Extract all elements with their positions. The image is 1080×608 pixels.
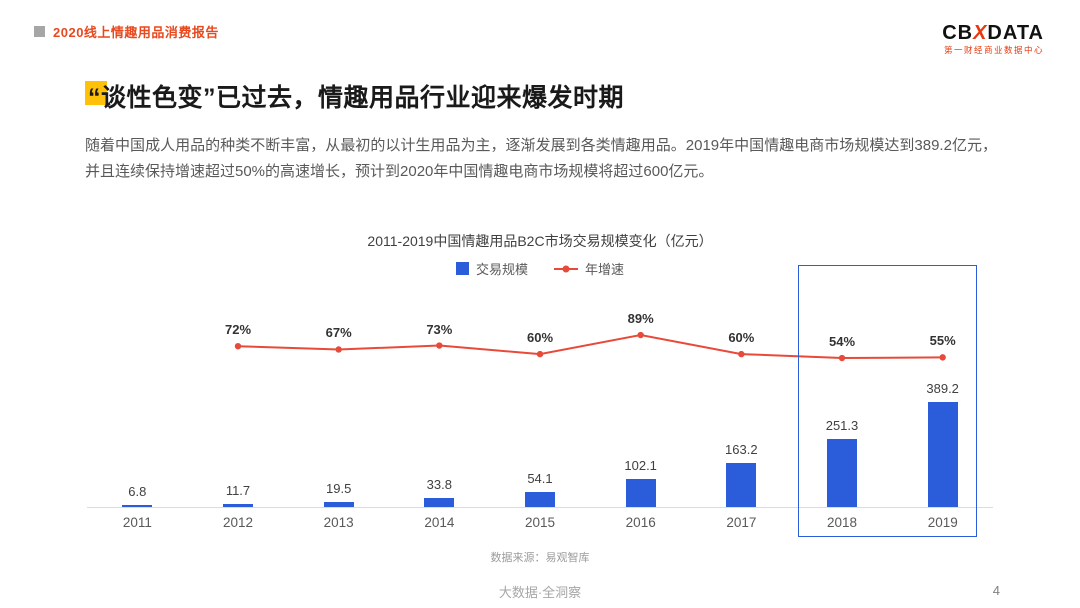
logo-suffix: DATA xyxy=(987,22,1044,44)
bar-2019 xyxy=(927,402,958,507)
x-axis-label: 2011 xyxy=(122,515,152,530)
data-source-note: 数据来源：易观智库 xyxy=(490,552,590,564)
bar-2018 xyxy=(826,439,857,507)
legend-label-bars: 交易规模 xyxy=(475,262,528,277)
line-series-swatch-icon xyxy=(554,265,578,272)
x-axis-label: 2017 xyxy=(726,515,757,530)
bar-value-label: 11.7 xyxy=(225,482,251,498)
page-number: 4 xyxy=(992,583,1000,598)
line-marker-icon xyxy=(562,265,570,272)
chart-area: 6.8 11.7 19.5 33.8 54.1 102.1 163.2 251.3 389.2 7… xyxy=(87,265,993,537)
bar-value-label: 54.1 xyxy=(527,471,553,487)
footer-slogan: 大数据·全洞察 xyxy=(498,585,582,600)
growth-rate-label: 89% xyxy=(627,311,654,327)
bar-value-label: 6.8 xyxy=(128,484,147,500)
bar-slot-2016: 102.1 xyxy=(590,272,691,507)
bullet-square-icon xyxy=(34,26,45,37)
report-title: 2020线上情趣用品消费报告 xyxy=(53,25,219,40)
bar-slot-2011: 6.8 xyxy=(87,272,188,507)
x-axis-label: 2012 xyxy=(222,515,254,530)
x-axis-label: 2015 xyxy=(525,515,556,530)
growth-rate-label: 55% xyxy=(929,333,956,349)
bar-slot-2013: 19.5 xyxy=(288,272,389,507)
bar-slot-2017: 163.2 xyxy=(691,272,792,507)
bar-value-label: 163.2 xyxy=(725,441,758,457)
bar-slot-2015: 54.1 xyxy=(490,272,591,507)
chart-title: 2011-2019中国情趣用品B2C市场交易规模变化（亿元） xyxy=(367,233,713,249)
report-tag: 2020线上情趣用品消费报告 xyxy=(34,22,219,41)
bar-2017 xyxy=(726,462,757,507)
logo-x-mark-icon: X xyxy=(973,22,988,44)
legend-item-bars: 交易规模 xyxy=(455,259,528,278)
logo-subtitle: 第一财经商业数据中心 xyxy=(943,45,1044,55)
title-accent-square xyxy=(85,81,107,105)
bar-2013 xyxy=(323,501,354,507)
cbndata-logo: CBXDATA 第一财经商业数据中心 xyxy=(942,22,1044,55)
growth-rate-label: 54% xyxy=(828,334,856,350)
growth-rate-label: 60% xyxy=(526,330,554,346)
x-axis-label: 2016 xyxy=(625,515,656,530)
bar-series-swatch-icon xyxy=(455,262,469,275)
bar-2016 xyxy=(625,479,656,507)
growth-rate-label: 73% xyxy=(426,321,453,337)
logo-wordmark: CBXDATA xyxy=(942,22,1044,44)
bar-2014 xyxy=(424,497,455,507)
page-title: “谈性色变”已过去，情趣用品行业迎来爆发时期 xyxy=(88,84,625,112)
growth-rate-label: 60% xyxy=(728,330,755,346)
growth-line-svg xyxy=(234,331,946,362)
x-axis-label: 2019 xyxy=(927,515,958,530)
bar-2011 xyxy=(122,505,153,507)
growth-rate-label: 72% xyxy=(224,322,252,338)
x-axis: 2011 2012 2013 2014 2015 2016 2017 2018 2019 xyxy=(87,515,993,530)
chart-plot: 6.8 11.7 19.5 33.8 54.1 102.1 163.2 251.3 389.2 7… xyxy=(87,272,993,508)
bar-value-label: 33.8 xyxy=(426,476,452,492)
x-axis-label: 2013 xyxy=(323,515,354,530)
x-axis-label: 2018 xyxy=(827,515,858,530)
growth-rate-label: 67% xyxy=(325,325,352,341)
legend-item-line: 年增速 xyxy=(554,259,624,278)
bar-slot-2012: 11.7 xyxy=(188,272,289,507)
bar-2012 xyxy=(222,503,253,507)
body-paragraph: 随着中国成人用品的种类不断丰富，从最初的以计生用品为主，逐渐发展到各类情趣用品。… xyxy=(85,137,997,180)
header: 2020线上情趣用品消费报告 CBXDATA 第一财经商业数据中心 xyxy=(34,22,1044,55)
bar-value-label: 251.3 xyxy=(825,418,859,434)
bar-value-label: 102.1 xyxy=(624,458,657,474)
bar-slot-2018: 251.3 xyxy=(792,272,893,507)
chart-legend: 交易规模 年增速 xyxy=(0,259,1080,278)
bar-slot-2019: 389.2 xyxy=(892,272,993,507)
title-row: “谈性色变”已过去，情趣用品行业迎来爆发时期 xyxy=(85,78,625,114)
bar-value-label: 389.2 xyxy=(926,381,959,396)
legend-label-line: 年增速 xyxy=(585,262,625,277)
x-axis-label: 2014 xyxy=(424,515,455,530)
bar-2015 xyxy=(524,492,555,507)
logo-prefix: CB xyxy=(942,22,974,44)
bar-value-label: 19.5 xyxy=(326,480,352,496)
bar-slot-2014: 33.8 xyxy=(389,272,490,507)
